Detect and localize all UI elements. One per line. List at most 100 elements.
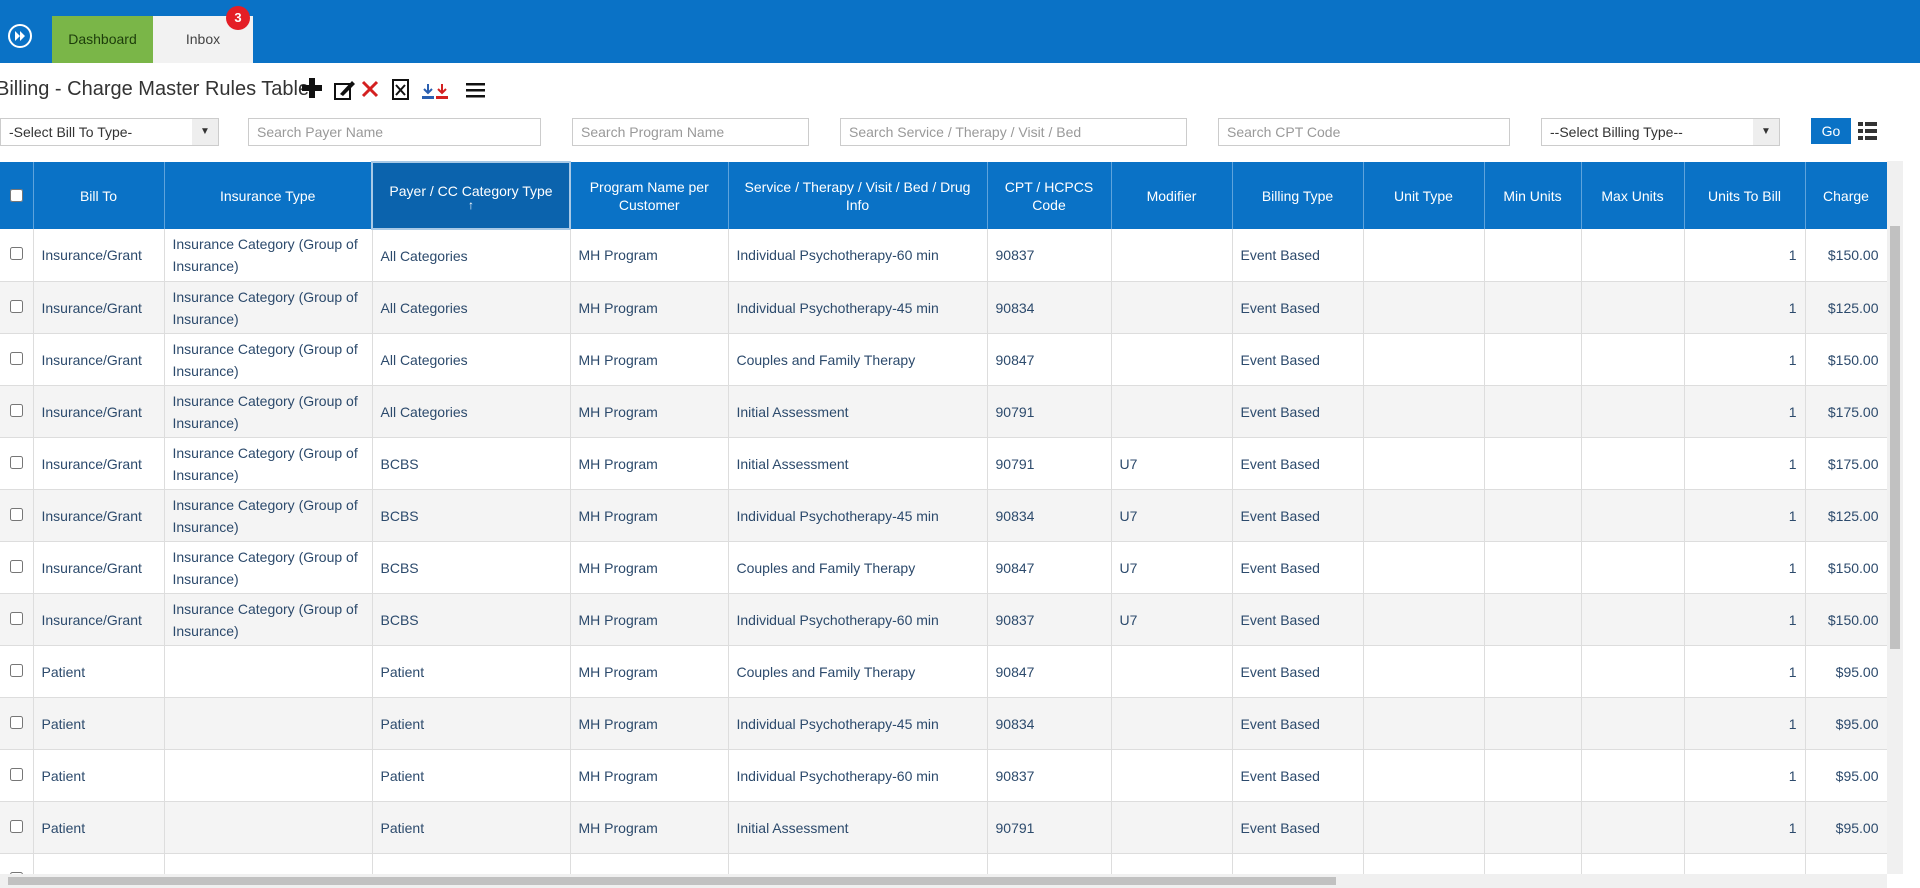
table-cell: [1111, 385, 1233, 438]
table-cell: Event Based: [1232, 385, 1364, 438]
row-checkbox[interactable]: [10, 455, 24, 469]
column-header-text: Billing Type: [1261, 187, 1334, 204]
inbox-tab[interactable]: Inbox: [153, 16, 253, 63]
row-checkbox[interactable]: [10, 715, 24, 729]
table-cell: [1363, 697, 1485, 750]
table-cell: [1111, 645, 1233, 698]
download-icons[interactable]: [422, 84, 448, 99]
row-checkbox[interactable]: [10, 247, 24, 260]
row-checkbox[interactable]: [10, 351, 24, 365]
table-cell: Event Based: [1232, 749, 1364, 802]
table-cell: Patient: [372, 645, 571, 698]
checkbox-cell: [0, 593, 34, 646]
table-cell: BCBS: [372, 541, 571, 594]
billing-type-select[interactable]: --Select Billing Type-- ▼: [1541, 118, 1780, 146]
table-row: Insurance/Grant Insurance Category (Group…: [0, 489, 1887, 542]
table-cell: All Categories: [372, 229, 571, 282]
table-cell: All Categories: [372, 333, 571, 386]
scroll-thumb[interactable]: [8, 877, 1336, 885]
table-cell: 1: [1684, 229, 1806, 282]
edit-icon[interactable]: [334, 81, 355, 100]
table-cell: 90791: [987, 801, 1112, 854]
row-checkbox[interactable]: [10, 663, 24, 677]
table-cell: Couples and Family Therapy: [728, 541, 988, 594]
cpt-search[interactable]: Search CPT Code: [1218, 118, 1510, 146]
table-cell: [1484, 697, 1582, 750]
bill-to-select[interactable]: -Select Bill To Type- ▼: [0, 118, 219, 146]
payer-search[interactable]: Search Payer Name: [248, 118, 541, 146]
table-cell: [1581, 437, 1685, 490]
table-cell: Individual Psychotherapy-60 min: [728, 749, 988, 802]
menu-toggle-icon[interactable]: [6, 22, 34, 50]
table-cell: MH Program: [570, 333, 729, 386]
table-cell: Insurance/Grant: [33, 437, 165, 490]
excel-icon[interactable]: [392, 79, 409, 100]
select-all-checkbox[interactable]: [10, 188, 24, 202]
table-cell: Patient: [372, 749, 571, 802]
table-cell: 90837: [987, 593, 1112, 646]
scroll-thumb[interactable]: [1890, 226, 1900, 649]
rules-table: Bill To Insurance Type Payer / CC Category…: [0, 161, 1887, 874]
table-row: Insurance/Grant Insurance Category (Group…: [0, 541, 1887, 594]
horizontal-scrollbar[interactable]: [0, 874, 1887, 888]
table-cell: 1: [1684, 645, 1806, 698]
table-cell: [164, 749, 373, 802]
menu-icon[interactable]: [466, 83, 485, 98]
table-row: Insurance/Grant Insurance Category (Group…: [0, 385, 1887, 438]
table-cell: Insurance Category (Group of Insurance): [164, 333, 373, 386]
table-cell: [1363, 541, 1485, 594]
column-header-text: Program Name per Customer: [589, 178, 709, 213]
column-header-text: Unit Type: [1394, 187, 1453, 204]
table-cell: [1484, 281, 1582, 334]
table-cell: Event Based: [1232, 489, 1364, 542]
delete-icon[interactable]: [361, 80, 379, 98]
service-search[interactable]: Search Service / Therapy / Visit / Bed: [840, 118, 1187, 146]
table-cell: [1581, 333, 1685, 386]
row-checkbox[interactable]: [10, 403, 24, 417]
table-cell: 1: [1684, 853, 1806, 874]
table-cell: 90791: [987, 853, 1112, 874]
row-checkbox[interactable]: [10, 559, 24, 573]
table-cell: Insurance Category (Group of Insurance): [164, 229, 373, 282]
inbox-badge: 3: [226, 6, 250, 30]
row-checkbox[interactable]: [10, 611, 24, 625]
row-checkbox[interactable]: [10, 767, 24, 781]
table-cell: Initial Assessment: [728, 801, 988, 854]
row-checkbox[interactable]: [10, 299, 24, 313]
table-cell: Patient: [33, 801, 165, 854]
add-icon[interactable]: [302, 78, 322, 98]
table-cell: Insurance/Grant: [33, 385, 165, 438]
table-cell: Event Based: [1232, 853, 1364, 874]
table-cell: Initial Assessment: [728, 385, 988, 438]
grid-view-icon[interactable]: [1858, 121, 1878, 141]
table-cell: BCBS: [372, 593, 571, 646]
table-cell: Individual Psychotherapy-45 min: [728, 281, 988, 334]
column-header[interactable]: Payer / CC Category Type ↑: [371, 161, 571, 230]
row-checkbox[interactable]: [10, 871, 24, 874]
go-button[interactable]: Go: [1811, 118, 1851, 144]
table-cell: MH Program: [570, 749, 729, 802]
row-checkbox[interactable]: [10, 507, 24, 521]
table-cell: Insurance Category (Group of Insurance): [164, 281, 373, 334]
table-cell: 90847: [987, 541, 1112, 594]
table-cell: [1111, 333, 1233, 386]
table-cell: $175.00: [1805, 437, 1887, 490]
table-cell: [1484, 489, 1582, 542]
checkbox-cell: [0, 749, 34, 802]
checkbox-cell: [0, 489, 34, 542]
table-cell: Event Based: [1232, 541, 1364, 594]
table-cell: Individual Psychotherapy-45 min: [728, 697, 988, 750]
select-all-cell: [0, 162, 34, 229]
vertical-scrollbar[interactable]: [1887, 161, 1903, 874]
table-row: Patient Patient MH Program Individual Psych…: [0, 697, 1887, 750]
table-cell: [1484, 541, 1582, 594]
table-row: Patient Patient MH Program Couples and Fami…: [0, 645, 1887, 698]
table-cell: 90847: [987, 645, 1112, 698]
column-header: Max Units: [1581, 162, 1685, 229]
table-cell: Event Based: [1232, 697, 1364, 750]
dashboard-tab[interactable]: Dashboard: [52, 16, 153, 63]
row-checkbox[interactable]: [10, 819, 24, 833]
checkbox-cell: [0, 801, 34, 854]
table-cell: All Categories: [372, 281, 571, 334]
program-search[interactable]: Search Program Name: [572, 118, 809, 146]
